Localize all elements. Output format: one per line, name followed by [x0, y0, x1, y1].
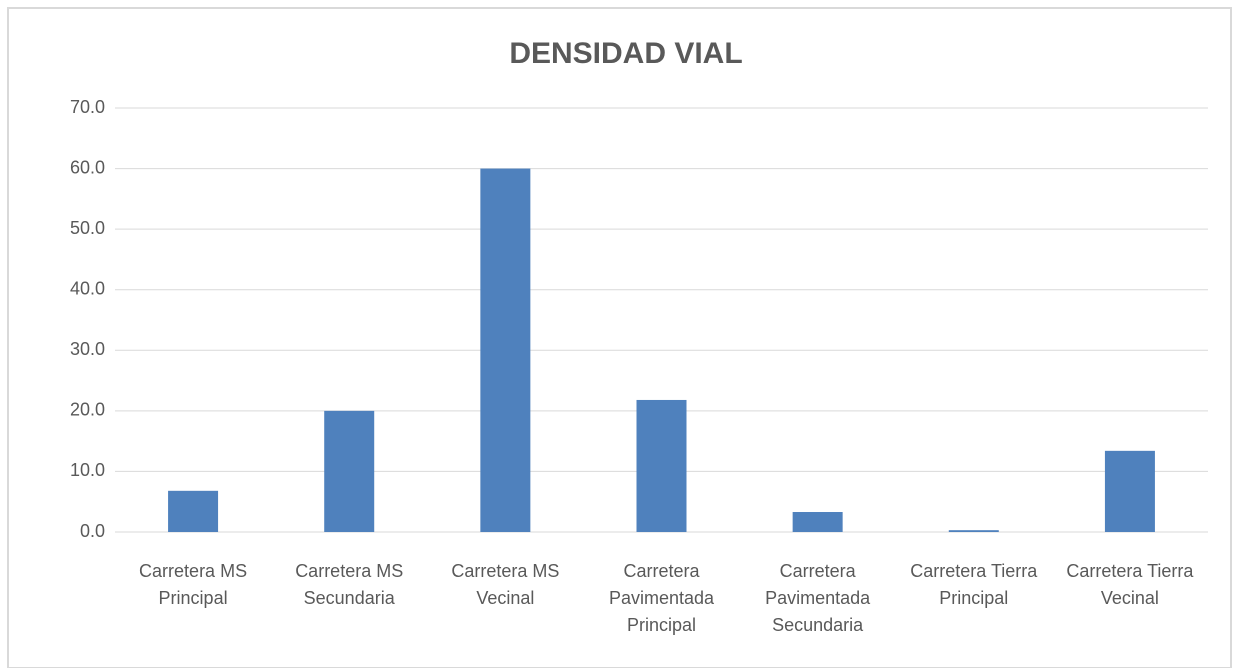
- chart-border: [7, 7, 1232, 668]
- y-tick-label: 70.0: [70, 97, 105, 117]
- bar: [168, 490, 219, 532]
- bar: [324, 410, 375, 532]
- y-tick-label: 10.0: [70, 460, 105, 480]
- x-tick-label: Carretera Tierra Vecinal: [1066, 561, 1194, 608]
- bar: [792, 512, 843, 532]
- x-tick-label: Carretera Pavimentada Secundaria: [765, 561, 871, 635]
- x-tick-label: Carretera Tierra Principal: [910, 561, 1038, 608]
- y-tick-label: 60.0: [70, 157, 105, 177]
- chart-title: DENSIDAD VIAL: [509, 37, 742, 70]
- x-tick-label: Carretera MS Principal: [139, 561, 248, 608]
- bar: [480, 168, 531, 533]
- y-tick-label: 40.0: [70, 278, 105, 298]
- bar: [948, 530, 999, 532]
- x-tick-label: Carretera MS Secundaria: [295, 561, 404, 608]
- bar: [636, 399, 687, 532]
- y-tick-label: 0.0: [80, 521, 105, 541]
- y-tick-label: 50.0: [70, 218, 105, 238]
- x-tick-label: Carretera MS Vecinal: [451, 561, 560, 608]
- bar: [1104, 450, 1155, 532]
- y-tick-label: 30.0: [70, 339, 105, 359]
- x-tick-label: Carretera Pavimentada Principal: [608, 561, 715, 635]
- y-tick-label: 20.0: [70, 400, 105, 420]
